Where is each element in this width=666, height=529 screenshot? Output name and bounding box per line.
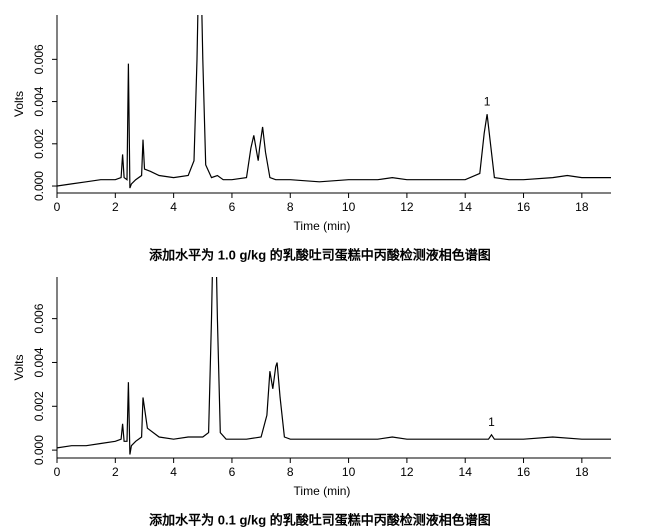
x-tick-label: 8 — [287, 465, 294, 479]
x-tick-label: 4 — [170, 200, 177, 214]
caption: 添加水平为 0.1 g/kg 的乳酸吐司蛋糕中丙酸检测液相色谱图 — [149, 512, 491, 527]
y-tick-label: 0.000 — [32, 171, 46, 201]
x-tick-label: 18 — [575, 200, 589, 214]
x-tick-label: 16 — [517, 465, 531, 479]
y-tick-label: 0.000 — [32, 435, 46, 465]
x-tick-label: 6 — [229, 200, 236, 214]
y-axis-label: Volts — [12, 354, 26, 380]
trace — [57, 15, 611, 189]
trace — [57, 277, 611, 455]
x-tick-label: 14 — [459, 465, 473, 479]
y-tick-label: 0.004 — [32, 86, 46, 116]
x-tick-label: 10 — [342, 465, 356, 479]
peak-label: 1 — [484, 94, 491, 108]
x-tick-label: 0 — [54, 465, 61, 479]
x-axis-label: Time (min) — [294, 484, 351, 498]
x-tick-label: 14 — [459, 200, 473, 214]
chart: 0 2 4 6 8 10 12 14 16 18 0.000 0.002 0.004 0.006 Volts… — [12, 15, 611, 262]
x-tick-label: 6 — [229, 465, 236, 479]
y-tick-label: 0.002 — [32, 391, 46, 421]
x-axis-label: Time (min) — [294, 219, 351, 233]
caption: 添加水平为 1.0 g/kg 的乳酸吐司蛋糕中丙酸检测液相色谱图 — [149, 247, 491, 262]
x-tick-label: 12 — [400, 465, 414, 479]
chart: 0 2 4 6 8 10 12 14 16 18 0.000 0.002 0.004 0.006 Volts… — [12, 277, 611, 527]
x-tick-label: 4 — [170, 465, 177, 479]
x-tick-label: 12 — [400, 200, 414, 214]
x-tick-label: 2 — [112, 465, 119, 479]
x-tick-label: 10 — [342, 200, 356, 214]
y-tick-label: 0.006 — [32, 44, 46, 74]
x-tick-label: 0 — [54, 200, 61, 214]
x-tick-label: 16 — [517, 200, 531, 214]
y-tick-label: 0.004 — [32, 347, 46, 377]
x-tick-label: 8 — [287, 200, 294, 214]
x-tick-label: 2 — [112, 200, 119, 214]
peak-label: 1 — [488, 415, 495, 429]
y-tick-label: 0.006 — [32, 303, 46, 333]
y-axis-label: Volts — [12, 91, 26, 117]
x-tick-label: 18 — [575, 465, 589, 479]
y-tick-label: 0.002 — [32, 128, 46, 158]
